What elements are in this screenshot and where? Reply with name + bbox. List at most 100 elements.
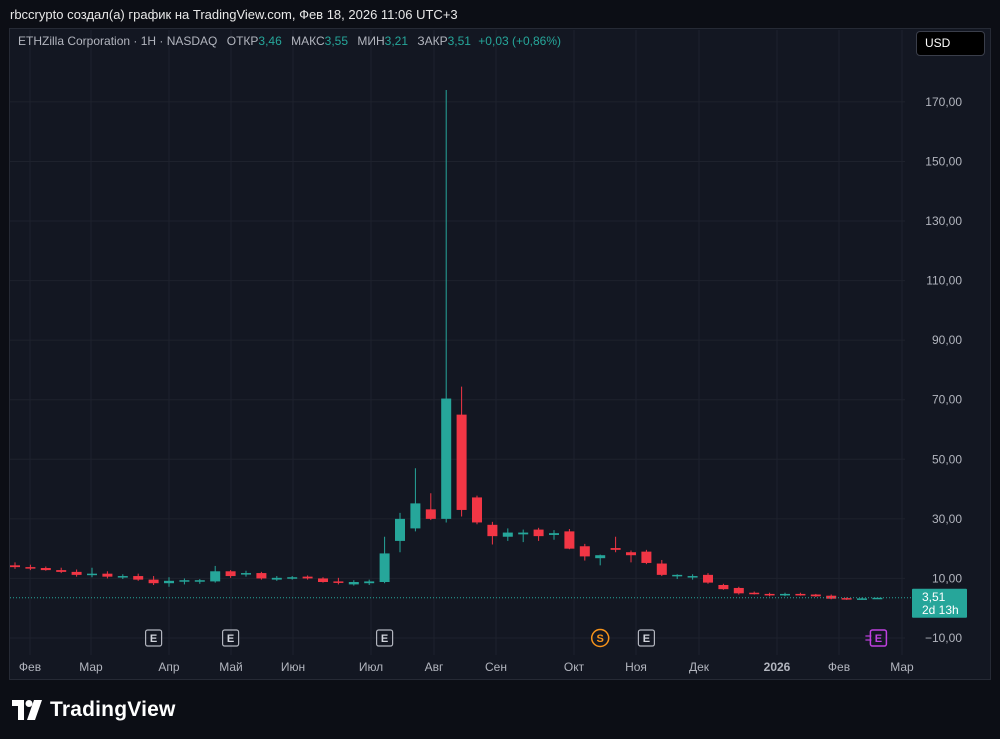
candle [472, 495, 482, 525]
candle-body [826, 595, 837, 599]
x-tick-label: Окт [564, 660, 585, 674]
candle-body [533, 529, 544, 537]
candle-body [87, 573, 97, 576]
candle-body [472, 497, 482, 523]
candle-body [456, 414, 467, 510]
event-label: E [227, 633, 234, 645]
candle [456, 386, 467, 517]
tradingview-logo[interactable]: TradingView [12, 697, 176, 723]
candle [410, 468, 421, 532]
candle [564, 528, 575, 550]
candle [225, 570, 236, 578]
event-box [376, 629, 394, 647]
candle-body [749, 592, 760, 595]
legend-high-label: МАКС [291, 34, 325, 48]
candle-body [164, 580, 174, 584]
candle [164, 577, 174, 587]
split-circle [590, 628, 610, 648]
y-tick-label: 150,00 [925, 154, 962, 168]
candle [579, 543, 590, 561]
candle [549, 530, 559, 540]
event-label: E [643, 633, 650, 645]
candle-body [703, 574, 713, 583]
candle [256, 571, 267, 580]
candle [318, 577, 328, 583]
candle [395, 512, 405, 553]
candle-body [256, 573, 267, 579]
candle [56, 567, 67, 574]
x-tick-label: Мар [79, 660, 103, 674]
y-tick-label: 10,00 [932, 571, 962, 585]
attribution-bar: rbccrypto создал(а) график на TradingVie… [0, 0, 1000, 28]
candle-body [518, 532, 529, 535]
event-earnings-icon: E [637, 629, 656, 647]
event-box [637, 629, 656, 647]
candle [595, 554, 606, 566]
candle [71, 569, 82, 577]
candle-body [579, 546, 590, 557]
y-tick-label: 30,00 [932, 512, 962, 526]
y-tick-label: 50,00 [932, 452, 962, 466]
x-tick-label: Май [219, 660, 243, 674]
candle-body [780, 593, 790, 596]
attribution-text: rbccrypto создал(а) график на TradingVie… [10, 7, 458, 22]
candle [487, 521, 498, 545]
candle [764, 592, 775, 597]
candle-body [857, 598, 867, 600]
currency-button[interactable]: USD [916, 31, 985, 56]
legend-close-value: 3,51 [447, 34, 471, 48]
candle [533, 527, 544, 541]
legend-open-value: 3,46 [258, 34, 282, 48]
candle-body [795, 593, 806, 596]
candle-body [810, 594, 821, 597]
price-tag-bg [912, 588, 967, 618]
y-tick-label: −10,00 [925, 631, 962, 645]
candle-body [225, 571, 236, 577]
x-tick-label: Апр [158, 660, 180, 674]
candle [718, 583, 729, 590]
candle-body [841, 598, 852, 600]
candle-body [641, 551, 652, 563]
candle [241, 570, 251, 577]
candle [117, 574, 128, 580]
candle [10, 562, 20, 569]
candle [687, 574, 698, 580]
legend-change: +0,03 (+0,86%) [478, 34, 562, 48]
candle-body [502, 532, 513, 537]
x-tick-label: 2026 [764, 660, 791, 674]
candle [672, 574, 683, 580]
candle-body [40, 568, 51, 571]
chart-frame[interactable] [9, 28, 991, 680]
ohlc-legend: ETHZilla Corporation · 1Н · NASDAQ ОТКР3… [18, 34, 561, 48]
candle-body [564, 531, 575, 549]
candle [626, 550, 636, 563]
event-earnings-icon: E [376, 629, 394, 647]
candle [425, 493, 436, 521]
candle-body [487, 524, 498, 537]
candle-body [425, 509, 436, 519]
candle-body [379, 553, 390, 583]
candle-body [302, 576, 313, 579]
event-label: E [381, 633, 388, 645]
x-tick-label: Авг [425, 660, 444, 674]
event-label: E [875, 633, 882, 645]
x-tick-label: Июл [359, 660, 383, 674]
event-box [222, 629, 240, 647]
candle-body [117, 576, 128, 578]
candle [703, 573, 713, 584]
candle [302, 575, 313, 580]
candle [749, 591, 760, 595]
candle [271, 576, 282, 581]
candle-body [687, 576, 698, 578]
candle [795, 592, 806, 596]
candle [333, 577, 344, 585]
event-split-icon: S [590, 628, 610, 648]
legend-low-label: МИН [357, 34, 385, 48]
grid-lines [10, 30, 905, 655]
candle [348, 580, 359, 586]
candle [364, 579, 375, 585]
footer [0, 680, 1000, 739]
candle-body [364, 581, 375, 584]
x-tick-label: Ноя [625, 660, 647, 674]
